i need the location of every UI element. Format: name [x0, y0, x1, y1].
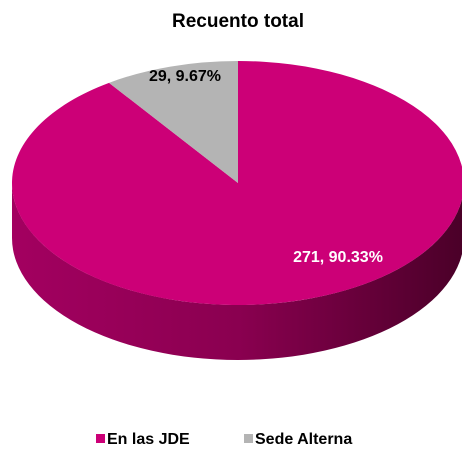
legend-label: En las JDE	[107, 431, 190, 448]
legend: En las JDE Sede Alterna	[96, 431, 352, 448]
legend-swatch	[244, 434, 253, 443]
chart-title: Recuento total	[172, 11, 304, 32]
data-label: 271, 90.33%	[293, 249, 383, 266]
pie: 271, 90.33% 29, 9.67%	[12, 61, 462, 360]
data-label: 29, 9.67%	[149, 68, 221, 85]
slice	[12, 61, 462, 305]
slice	[109, 61, 238, 183]
slice-side	[12, 183, 462, 360]
legend-swatch	[96, 434, 105, 443]
legend-label: Sede Alterna	[255, 431, 352, 448]
